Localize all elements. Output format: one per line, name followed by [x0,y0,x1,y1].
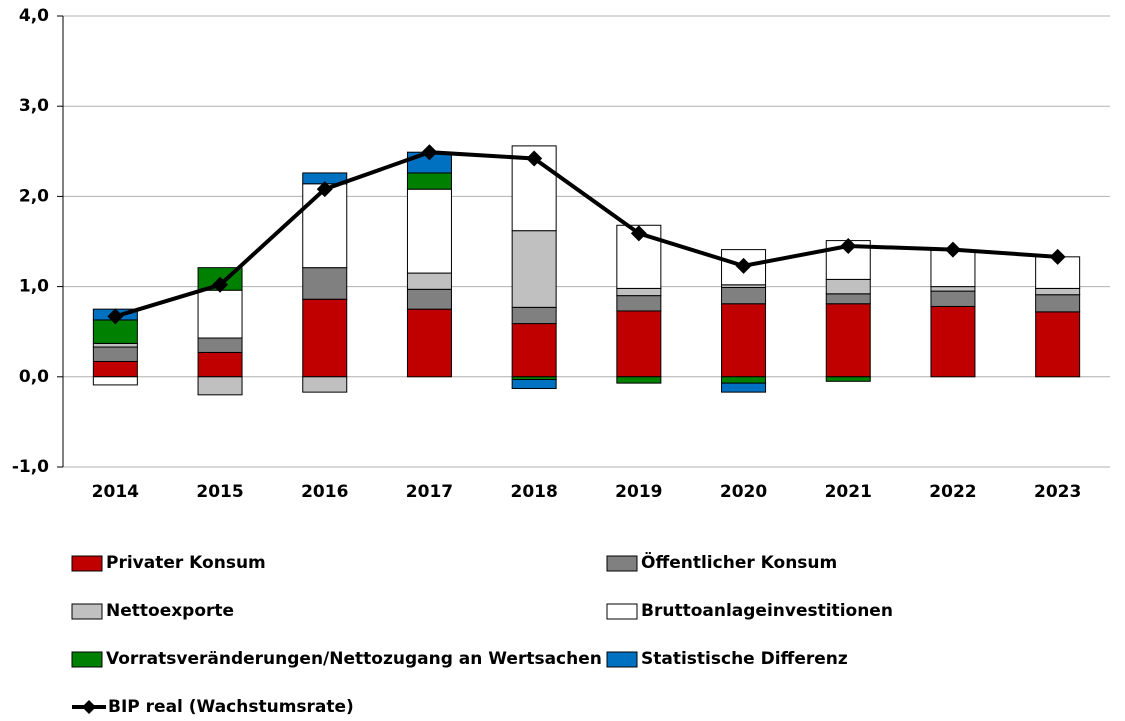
bar-segment [930,305,976,378]
bar-segment [825,303,871,378]
bar-segment [197,376,243,396]
line-marker [212,276,229,293]
y-tick-label: 2,0 [19,186,49,206]
bar-segment [511,306,557,325]
bar-segment [302,267,348,300]
legend-label: Vorratsveränderungen/Nettozugang an Wert… [106,649,602,669]
bar-segment [616,287,662,297]
bar-segment [197,337,243,353]
bar-segment [721,303,767,378]
bar-segment [721,376,767,384]
bar-segment [92,360,138,378]
legend-label: Privater Konsum [106,553,266,573]
bar-segment [1035,311,1081,378]
bar-segment [406,172,452,190]
legend-swatch [71,555,103,572]
x-tick-label: 2019 [615,482,662,502]
y-tick-label: 1,0 [19,277,49,297]
bar-segment [406,188,452,274]
bar-segment [406,272,452,290]
legend-label: Öffentlicher Konsum [641,551,837,573]
bar-segment [1035,294,1081,313]
x-tick-label: 2014 [92,482,139,502]
legend-swatch [606,603,638,620]
line-marker [526,150,543,167]
x-tick-label: 2016 [301,482,348,502]
line-marker [735,257,752,274]
x-tick-label: 2022 [929,482,976,502]
bar-segment [1035,287,1081,296]
x-tick-label: 2023 [1034,482,1081,502]
bar-segment [197,351,243,378]
line [114,150,1058,319]
bar-segment [825,376,871,382]
line-marker [421,144,438,161]
bar-segment [825,293,871,305]
y-tick-label: 3,0 [19,96,49,116]
bar-segment [825,278,871,295]
bar-segment [92,342,138,348]
bar-segment [930,286,976,292]
legend-label: Statistische Differenz [641,649,848,669]
bar-segment [92,376,138,386]
legend-label: Nettoexporte [106,601,234,621]
bar-segment [511,230,557,308]
y-tick-label: 0,0 [19,367,49,387]
line-marker [630,225,647,242]
legend-swatch [606,651,638,668]
legend-marker [82,700,96,714]
bar-segment [616,295,662,312]
bar-segment [721,382,767,393]
legend-swatch [71,603,103,620]
line-marker [316,181,333,198]
legend-swatch [606,555,638,572]
line-marker [840,238,857,255]
bar-segment [930,290,976,307]
x-tick-label: 2017 [406,482,453,502]
legend-swatch [71,651,103,668]
bar-segment [721,287,767,305]
line-marker [944,241,961,258]
legend-label: Bruttoanlageinvestitionen [641,601,893,621]
bar-segment [511,323,557,378]
bar-segment [302,298,348,378]
bar-segment [511,379,557,390]
bar-segment [92,346,138,362]
y-tick-label: 4,0 [19,6,49,26]
bar-segment [302,376,348,393]
bar-segment [197,289,243,339]
legend-label: BIP real (Wachstumsrate) [108,697,354,717]
x-tick-label: 2015 [196,482,243,502]
bar-segment [616,376,662,384]
bar-segment [616,310,662,378]
bar-segment [406,308,452,378]
line-marker [107,308,124,325]
bar-segment [406,288,452,310]
x-tick-label: 2018 [510,482,557,502]
y-tick-label: -1,0 [12,457,49,477]
x-tick-label: 2021 [825,482,872,502]
x-tick-label: 2020 [720,482,767,502]
line-marker [1049,248,1066,265]
